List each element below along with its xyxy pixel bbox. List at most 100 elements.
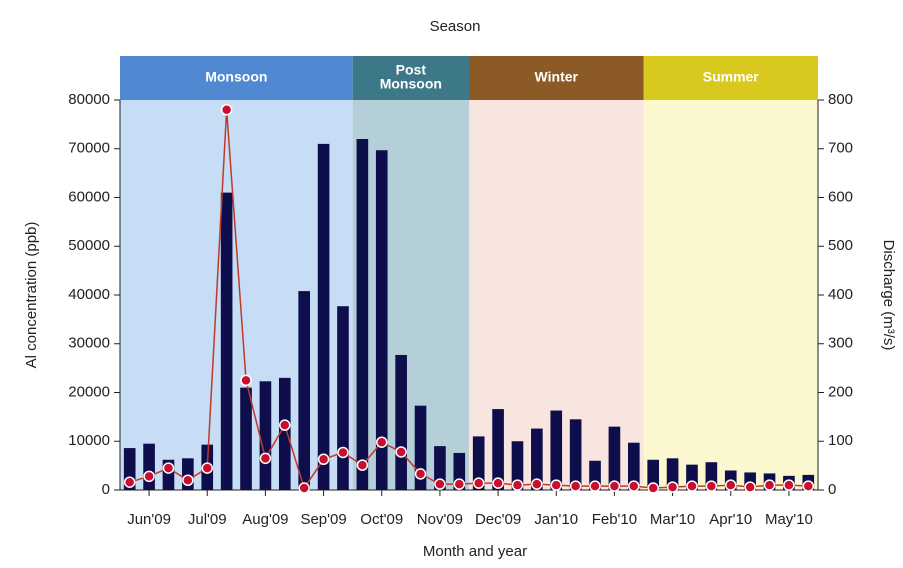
season-header: Summer xyxy=(643,56,818,100)
chart-title: Season xyxy=(430,18,481,35)
bar xyxy=(414,405,427,490)
y2-tick-label: 300 xyxy=(828,335,853,352)
y-tick-label: 0 xyxy=(102,481,110,498)
x-tick-label: Feb'10 xyxy=(592,511,637,528)
line-marker xyxy=(298,482,310,494)
line-marker xyxy=(143,470,155,483)
season-header: Monsoon xyxy=(120,56,353,100)
bar xyxy=(686,464,698,490)
season-background xyxy=(352,100,469,490)
x-tick-label: Nov'09 xyxy=(417,511,463,528)
y-tick-label: 30000 xyxy=(68,335,110,352)
x-tick-label: Dec'09 xyxy=(475,511,521,528)
bar xyxy=(337,306,349,490)
line-marker xyxy=(434,478,446,490)
y2-tick-label: 700 xyxy=(828,140,853,157)
y2-tick-label: 600 xyxy=(828,188,853,205)
line-marker xyxy=(317,453,330,466)
line-marker xyxy=(201,462,213,474)
bar xyxy=(647,459,660,490)
line-marker xyxy=(550,479,562,491)
y2-tick-label: 500 xyxy=(828,237,853,254)
line-marker xyxy=(376,436,388,448)
y2-tick-label: 100 xyxy=(828,432,853,449)
season-background xyxy=(120,100,353,490)
bar xyxy=(589,460,601,490)
bar xyxy=(375,150,388,490)
y-tick-label: 80000 xyxy=(68,91,110,108)
line-marker xyxy=(725,479,737,491)
season-label: Monsoon xyxy=(380,76,442,92)
line-marker xyxy=(783,479,795,491)
season-background xyxy=(643,100,818,490)
x-tick-label: Mar'10 xyxy=(650,511,695,528)
y-tick-label: 60000 xyxy=(68,188,110,205)
season-band xyxy=(643,56,818,100)
line-marker xyxy=(666,481,679,493)
bar xyxy=(143,443,155,490)
y-tick-label: 20000 xyxy=(68,383,110,400)
bar xyxy=(220,192,233,490)
x-tick-label: Aug'09 xyxy=(242,511,288,528)
bar xyxy=(259,381,272,490)
y2-tick-label: 400 xyxy=(828,286,853,303)
bar xyxy=(744,472,756,490)
x-tick-label: May'10 xyxy=(765,511,813,528)
line-marker xyxy=(259,452,272,465)
line-marker xyxy=(414,468,427,480)
bar xyxy=(395,354,407,490)
line-marker xyxy=(628,480,640,492)
season-label: Monsoon xyxy=(205,69,267,85)
line-marker xyxy=(531,478,543,490)
y-tick-label: 10000 xyxy=(68,432,110,449)
bar xyxy=(511,441,524,490)
season-label: Winter xyxy=(535,69,579,85)
line-marker xyxy=(608,480,621,492)
season-label: Post xyxy=(396,62,427,78)
line-marker xyxy=(337,446,349,459)
y2-tick-label: 800 xyxy=(828,91,853,108)
bar xyxy=(317,143,330,490)
bar xyxy=(434,446,446,490)
season-header: Winter xyxy=(469,56,644,100)
bar xyxy=(627,442,640,490)
y2-tick-label: 200 xyxy=(828,383,853,400)
line-marker xyxy=(240,374,252,387)
line-marker xyxy=(686,480,698,492)
bar xyxy=(531,428,543,490)
bar xyxy=(162,459,175,490)
season-band xyxy=(120,56,353,100)
line-marker xyxy=(279,419,291,431)
season-band xyxy=(352,56,469,100)
x-tick-label: Jul'09 xyxy=(188,511,227,528)
line-marker xyxy=(511,479,524,491)
line-marker xyxy=(395,446,407,458)
line-marker xyxy=(356,459,369,471)
season-band xyxy=(469,56,644,100)
y-tick-label: 40000 xyxy=(68,286,110,303)
bar xyxy=(705,462,718,490)
bar xyxy=(472,436,485,490)
line-marker xyxy=(453,478,466,490)
line-marker xyxy=(744,481,756,493)
line-marker xyxy=(802,480,815,492)
bar xyxy=(182,458,194,490)
x-tick-label: Jan'10 xyxy=(534,511,578,528)
bar xyxy=(453,452,466,490)
line-marker xyxy=(162,462,175,474)
line-marker xyxy=(220,104,233,116)
line-marker xyxy=(647,482,659,494)
x-tick-label: Jun'09 xyxy=(127,511,171,528)
y-tick-label: 70000 xyxy=(68,140,110,157)
line-marker xyxy=(472,477,485,489)
x-tick-label: Oct'09 xyxy=(360,511,403,528)
x-axis-label: Month and year xyxy=(423,543,527,560)
bar xyxy=(278,377,291,490)
bar xyxy=(356,139,369,490)
bar xyxy=(123,448,136,490)
line-marker xyxy=(569,480,582,492)
line-marker xyxy=(182,474,194,486)
y-tick-label: 50000 xyxy=(68,237,110,254)
